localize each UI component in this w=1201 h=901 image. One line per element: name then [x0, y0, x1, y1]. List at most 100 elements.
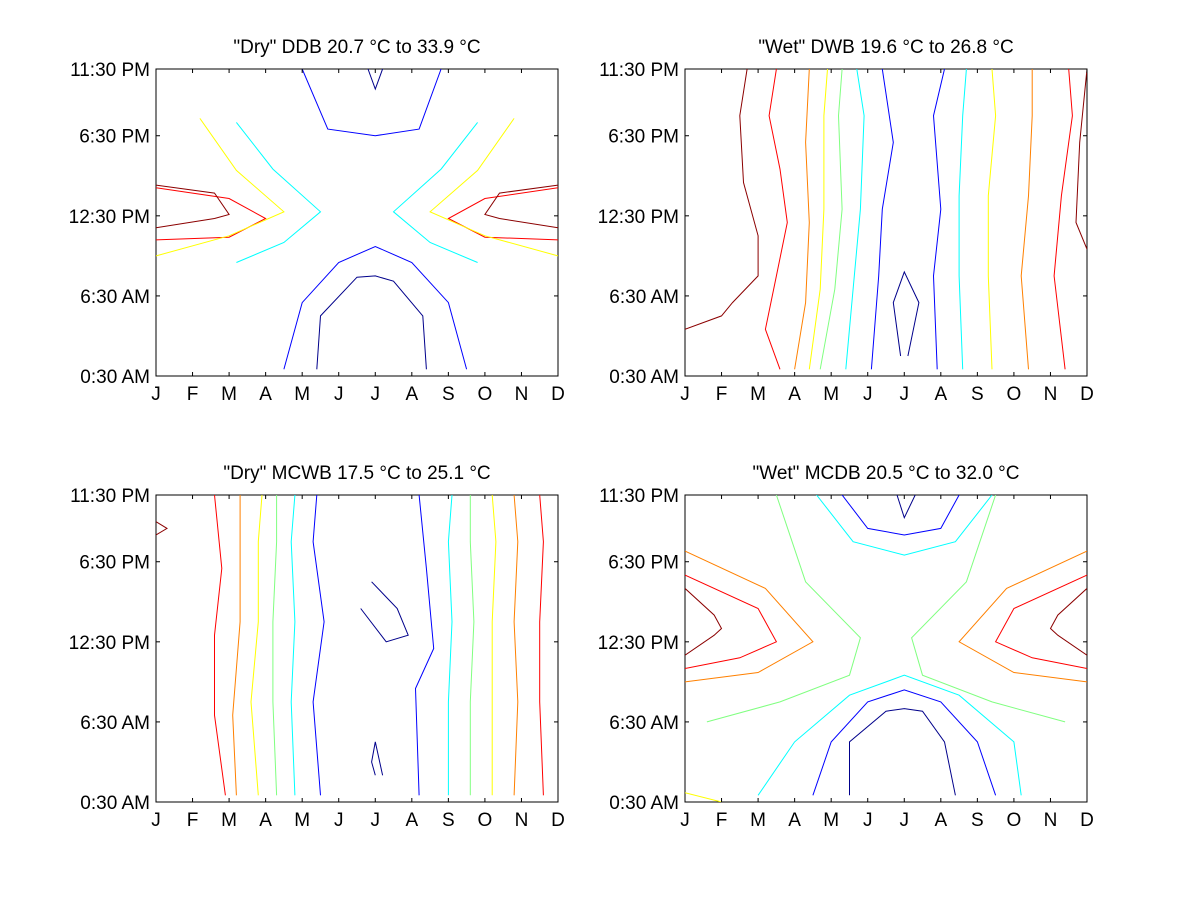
contour-line	[513, 495, 519, 796]
contour-line	[896, 495, 916, 520]
contour-line	[958, 69, 967, 370]
x-tick-label: M	[823, 384, 839, 405]
y-tick-label: 12:30 PM	[69, 207, 150, 228]
contour-line	[429, 118, 558, 257]
plot-area	[155, 68, 559, 377]
contour-line	[312, 495, 325, 796]
contour-line	[685, 588, 723, 656]
contour-line	[290, 495, 296, 796]
x-tick-label: A	[934, 810, 947, 831]
contour-line	[870, 69, 894, 370]
x-tick-label: J	[151, 810, 161, 831]
contour-line	[484, 184, 558, 229]
y-tick-label: 11:30 PM	[70, 60, 150, 81]
subplot-title: "Dry" MCWB 17.5 °C to 25.1 °C	[223, 463, 490, 484]
plot-area	[684, 68, 1088, 377]
contour-line	[849, 708, 956, 796]
contour-line	[706, 495, 861, 723]
contour-line	[371, 741, 384, 776]
x-tick-label: M	[221, 384, 237, 405]
x-tick-label: S	[442, 384, 455, 405]
x-tick-label: M	[823, 810, 839, 831]
y-tick-label: 6:30 AM	[80, 713, 150, 734]
contour-line	[272, 495, 278, 796]
contour-lines	[685, 495, 1087, 802]
contour-line	[1049, 588, 1087, 656]
x-tick-label: O	[478, 384, 493, 405]
contour-line	[232, 495, 241, 796]
x-tick-label: F	[187, 810, 199, 831]
subplot-1: "Dry" DDB 20.7 °C to 33.9 °C J F M A M J J A S O N D…	[69, 37, 565, 405]
x-tick-label: M	[750, 384, 766, 405]
x-tick-label: J	[371, 810, 381, 831]
contour-line	[958, 550, 1087, 683]
contour-line	[911, 495, 1066, 723]
y-tick-label: 12:30 PM	[598, 207, 679, 228]
contour-line	[469, 495, 475, 796]
contour-line	[794, 69, 810, 370]
contour-line	[812, 689, 997, 796]
x-tick-label: D	[1080, 810, 1094, 831]
contour-line	[685, 574, 778, 669]
x-tick-label: M	[294, 384, 310, 405]
subplot-2: "Wet" DWB 19.6 °C to 26.8 °C J F M A M J J A S O N D…	[598, 37, 1094, 405]
contour-line	[892, 270, 920, 357]
x-tick-label: J	[334, 384, 344, 405]
contour-line	[491, 495, 497, 796]
x-tick-label: D	[551, 810, 565, 831]
contour-line	[156, 521, 168, 536]
contour-line	[685, 69, 759, 330]
y-tick-label: 6:30 PM	[608, 553, 679, 574]
x-tick-label: J	[371, 384, 381, 405]
contour-line	[392, 122, 478, 263]
plot-area	[684, 494, 1088, 803]
x-tick-label: N	[515, 384, 529, 405]
contour-line	[156, 118, 285, 257]
contour-line	[156, 187, 267, 241]
x-tick-label: M	[221, 810, 237, 831]
contour-line	[250, 495, 263, 796]
contour-lines	[156, 69, 558, 370]
x-tick-label: J	[863, 384, 873, 405]
x-tick-label: J	[680, 810, 690, 831]
x-tick-label: J	[863, 810, 873, 831]
x-tick-label: D	[551, 384, 565, 405]
contour-line	[316, 275, 427, 370]
contour-line	[1020, 69, 1033, 370]
contour-line	[816, 495, 993, 556]
contour-line	[1053, 69, 1073, 370]
subplot-title: "Dry" DDB 20.7 °C to 33.9 °C	[233, 37, 480, 58]
x-tick-label: A	[934, 384, 947, 405]
contour-lines	[685, 69, 1087, 370]
y-tick-label: 6:30 AM	[609, 713, 679, 734]
contour-line	[764, 69, 788, 370]
x-tick-label: A	[405, 810, 418, 831]
x-tick-label: S	[442, 810, 455, 831]
x-tick-label: N	[1044, 384, 1058, 405]
y-tick-label: 0:30 AM	[80, 367, 150, 388]
x-tick-label: F	[187, 384, 199, 405]
x-tick-label: J	[334, 810, 344, 831]
subplot-4: "Wet" MCDB 20.5 °C to 32.0 °C J F M A M J J A S O N…	[598, 463, 1094, 831]
contour-line	[214, 495, 226, 796]
x-tick-label: O	[1007, 810, 1022, 831]
contour-line	[447, 187, 558, 241]
contour-line	[757, 674, 1022, 796]
x-tick-label: A	[405, 384, 418, 405]
x-tick-label: J	[680, 384, 690, 405]
x-tick-label: M	[294, 810, 310, 831]
x-tick-label: F	[716, 384, 728, 405]
contour-line	[301, 69, 442, 137]
contour-line	[156, 184, 230, 229]
contour-line	[841, 495, 960, 536]
contour-line	[414, 495, 435, 796]
y-tick-label: 11:30 PM	[70, 486, 150, 507]
x-tick-label: A	[788, 810, 801, 831]
x-tick-label: O	[478, 810, 493, 831]
y-tick-label: 6:30 AM	[80, 287, 150, 308]
subplot-3: "Dry" MCWB 17.5 °C to 25.1 °C J F M A M J J A S O N…	[69, 463, 565, 831]
contour-line	[367, 69, 384, 91]
y-tick-label: 11:30 PM	[599, 486, 679, 507]
contour-line	[283, 245, 468, 370]
